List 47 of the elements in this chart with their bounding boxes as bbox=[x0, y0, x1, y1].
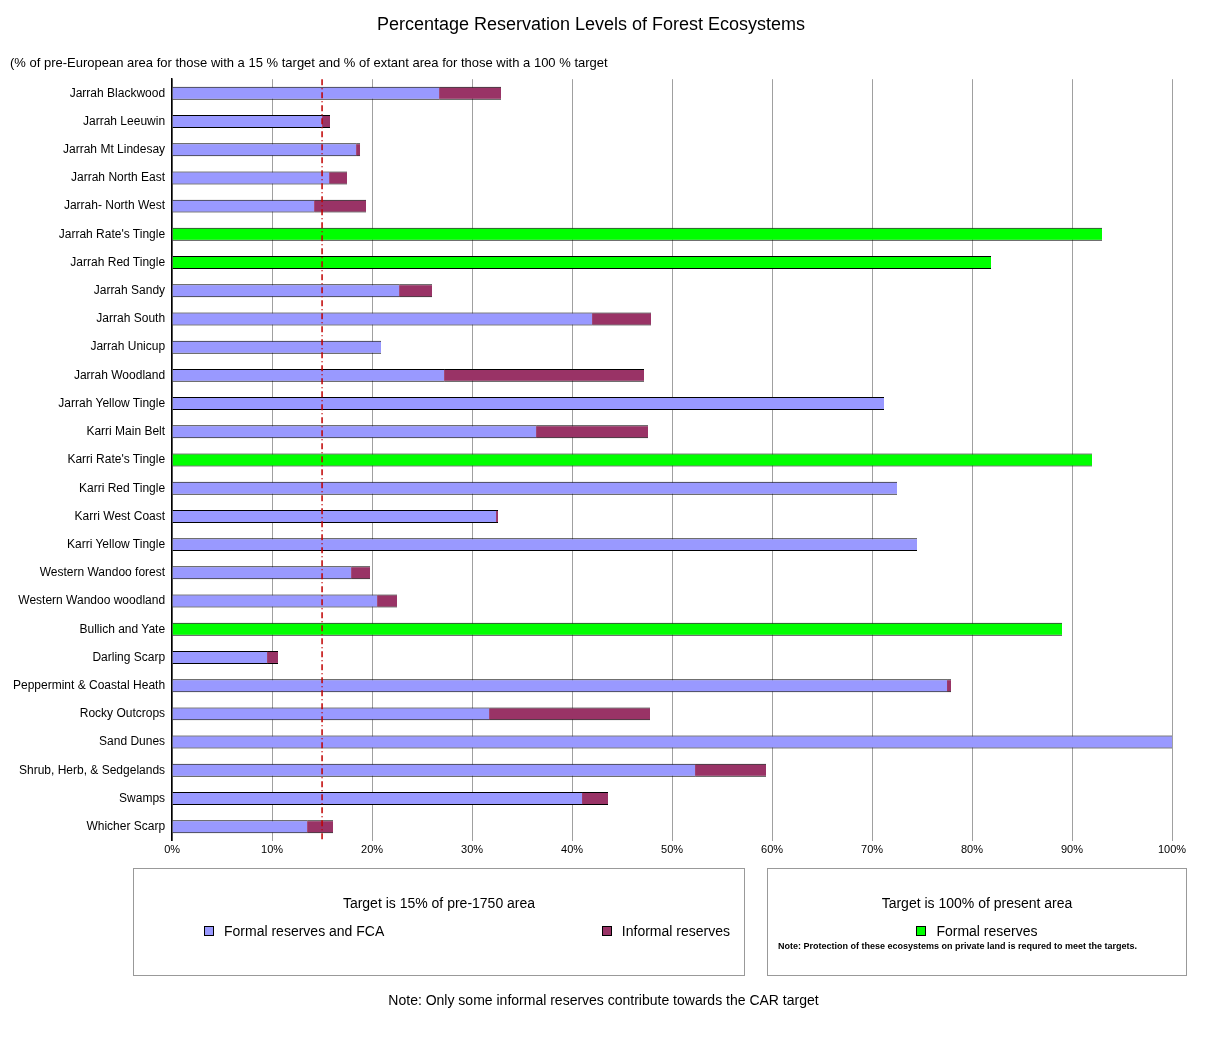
y-tick-label: Jarrah Sandy bbox=[93, 283, 166, 298]
y-tick-label: Bullich and Yate bbox=[79, 621, 166, 636]
y-tick-label: Jarrah Unicup bbox=[90, 339, 166, 354]
x-tick-label: 80% bbox=[961, 843, 984, 856]
y-tick-label: Rocky Outcrops bbox=[79, 706, 166, 721]
y-tick-label: Darling Scarp bbox=[92, 649, 166, 664]
x-tick-label: 70% bbox=[861, 843, 884, 856]
legend-label: Formal reserves bbox=[936, 923, 1038, 939]
text: Target is 100% of present area bbox=[880, 895, 1074, 911]
text: Target is 15% of pre-1750 area bbox=[341, 895, 537, 911]
y-tick-label: Sand Dunes bbox=[99, 734, 166, 749]
y-tick-label: Jarrah North East bbox=[71, 170, 166, 185]
y-tick-label: Whicher Scarp bbox=[86, 819, 166, 834]
y-tick-label: Jarrah Blackwood bbox=[69, 85, 166, 100]
chart-subtitle: (% of pre-European area for those with a 15 % target and % of extant area for those with a 100 % target bbox=[10, 54, 609, 70]
y-tick-label: Shrub, Herb, & Sedgelands bbox=[18, 762, 166, 777]
y-tick-label: Jarrah Red Tingle bbox=[70, 254, 166, 269]
y-tick-label: Peppermint & Coastal Heath bbox=[12, 677, 166, 692]
y-tick-label: Jarrah- North West bbox=[63, 198, 166, 213]
x-tick-label: 40% bbox=[561, 843, 584, 856]
text: Note: Only some informal reserves contribute towards the CAR target bbox=[387, 992, 820, 1008]
chart-title: Percentage Reservation Levels of Forest Ecosystems bbox=[376, 13, 806, 34]
x-tick-label: 100% bbox=[1157, 843, 1187, 856]
x-tick-label: 20% bbox=[361, 843, 384, 856]
y-tick-label: Swamps bbox=[119, 790, 166, 805]
y-tick-label: Jarrah Woodland bbox=[73, 367, 166, 382]
x-tick-label: 10% bbox=[261, 843, 284, 856]
y-tick-label: Jarrah Leeuwin bbox=[83, 113, 166, 128]
y-tick-label: Western Wandoo forest bbox=[39, 565, 166, 580]
x-tick-label: 90% bbox=[1060, 843, 1084, 856]
y-tick-label: Jarrah South bbox=[96, 311, 166, 326]
x-tick-label: 50% bbox=[661, 843, 684, 856]
y-tick-label: Karri Yellow Tingle bbox=[67, 536, 166, 551]
y-tick-label: Karri West Coast bbox=[74, 508, 166, 523]
legend-label: Formal reserves and FCA bbox=[224, 923, 385, 939]
text: Note: Protection of these ecosystems on private land is requred to meet the targets. bbox=[778, 941, 1139, 951]
y-tick-label: Jarrah Rate's Tingle bbox=[58, 226, 166, 241]
y-tick-label: Jarrah Mt Lindesay bbox=[63, 142, 166, 157]
y-tick-label: Karri Red Tingle bbox=[79, 480, 166, 495]
x-tick-label: 30% bbox=[461, 843, 484, 856]
x-tick-label: 60% bbox=[761, 843, 784, 856]
y-tick-label: Western Wandoo woodland bbox=[18, 593, 166, 608]
y-tick-label: Karri Main Belt bbox=[86, 424, 166, 439]
x-tick-label: 0% bbox=[164, 843, 181, 856]
y-tick-label: Karri Rate's Tingle bbox=[67, 452, 166, 467]
y-tick-label: Jarrah Yellow Tingle bbox=[58, 395, 166, 410]
legend-label: Informal reserves bbox=[621, 923, 730, 939]
